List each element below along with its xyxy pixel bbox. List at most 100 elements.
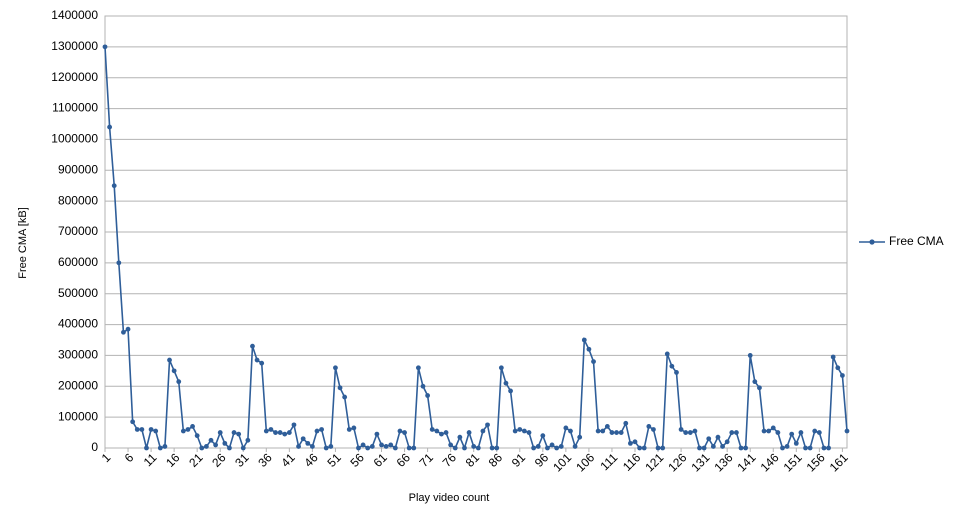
point — [337, 385, 343, 391]
point — [157, 445, 163, 451]
point — [687, 430, 693, 435]
point — [545, 445, 550, 451]
x-tick-label: 136 — [711, 450, 735, 474]
y-tick-label: 200000 — [58, 378, 98, 392]
point — [715, 434, 721, 440]
x-tick-label: 6 — [122, 450, 137, 465]
x-tick-label: 56 — [347, 450, 367, 470]
point — [692, 428, 698, 434]
point — [162, 444, 168, 449]
point — [222, 440, 228, 446]
y-tick-label: 600000 — [58, 255, 98, 269]
point — [300, 436, 306, 442]
legend-marker — [869, 239, 875, 245]
point — [724, 439, 730, 445]
point — [231, 430, 237, 435]
point — [227, 445, 232, 451]
point — [296, 444, 301, 449]
x-tick-label: 36 — [255, 450, 275, 470]
point — [766, 428, 772, 434]
point — [194, 433, 200, 439]
point — [415, 365, 421, 371]
point — [747, 353, 753, 358]
point — [425, 393, 431, 398]
point — [263, 428, 269, 434]
series-line — [104, 46, 848, 451]
point — [180, 428, 186, 434]
x-tick-label: 126 — [665, 450, 689, 474]
point — [388, 442, 394, 448]
point — [835, 365, 841, 371]
point — [678, 427, 684, 432]
point — [641, 445, 647, 451]
point — [485, 422, 490, 428]
point — [521, 428, 527, 434]
point — [632, 439, 638, 445]
point — [637, 445, 643, 451]
point — [697, 445, 702, 451]
y-tick-label: 1000000 — [51, 132, 98, 146]
point — [365, 445, 371, 451]
point — [452, 445, 458, 451]
point — [434, 428, 440, 434]
point — [821, 445, 827, 451]
y-tick-label: 1300000 — [51, 39, 98, 53]
point — [144, 445, 149, 451]
point — [379, 442, 384, 448]
point — [839, 373, 845, 378]
legend-label: Free CMA — [889, 234, 944, 248]
point — [710, 444, 716, 449]
point — [775, 430, 781, 435]
point — [259, 360, 265, 366]
point — [752, 379, 758, 385]
x-tick-label: 161 — [827, 450, 851, 474]
x-tick-label: 141 — [735, 450, 759, 474]
point — [107, 124, 113, 130]
point — [245, 437, 251, 443]
point — [139, 427, 145, 432]
y-tick-label: 700000 — [58, 224, 98, 238]
point — [277, 430, 283, 435]
point — [494, 445, 500, 451]
point — [282, 431, 288, 437]
point — [531, 445, 537, 451]
x-tick-label: 146 — [758, 450, 782, 474]
point — [757, 385, 762, 391]
point — [208, 437, 214, 443]
point — [706, 436, 712, 442]
x-tick-label: 16 — [163, 450, 183, 470]
x-tick-label: 121 — [642, 450, 666, 474]
y-tick-label: 1200000 — [51, 70, 98, 84]
point — [213, 442, 219, 448]
point — [669, 363, 675, 369]
point — [457, 434, 463, 440]
x-tick-label: 131 — [688, 450, 712, 474]
x-tick-label: 81 — [463, 450, 483, 470]
point — [604, 424, 610, 429]
x-tick-label: 66 — [394, 450, 414, 470]
point — [102, 44, 108, 50]
point — [236, 431, 242, 437]
x-tick-label: 46 — [301, 450, 321, 470]
point — [250, 343, 255, 349]
x-tick-label: 26 — [209, 450, 229, 470]
point — [609, 430, 615, 435]
x-tick-label: 71 — [417, 450, 437, 470]
point — [733, 430, 739, 435]
point — [356, 445, 361, 451]
point — [466, 430, 472, 435]
x-tick-label: 106 — [573, 450, 597, 474]
point — [346, 427, 352, 432]
point — [134, 427, 140, 432]
y-tick-label: 100000 — [58, 409, 98, 423]
point — [406, 445, 412, 451]
point — [738, 445, 744, 451]
point — [374, 431, 380, 437]
point — [803, 445, 808, 451]
x-tick-label: 116 — [620, 450, 644, 474]
point — [651, 427, 656, 432]
point — [784, 444, 790, 449]
point — [844, 428, 850, 434]
point — [148, 427, 154, 432]
point — [683, 430, 689, 435]
